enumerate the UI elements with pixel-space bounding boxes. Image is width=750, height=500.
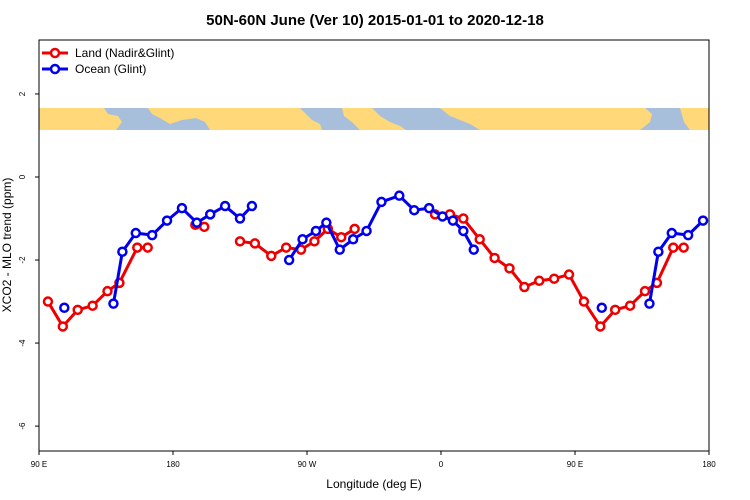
data-point-ocean: [176, 202, 188, 214]
data-point-ocean: [130, 227, 142, 239]
x-tick-label: 90 E: [31, 460, 47, 469]
data-point-land: [678, 242, 689, 253]
data-point-land: [504, 263, 515, 274]
data-point-ocean: [408, 204, 420, 216]
data-point-land: [72, 304, 83, 316]
data-point-land: [349, 223, 360, 235]
legend-marker-land: [49, 47, 61, 59]
data-point-land: [280, 242, 292, 253]
data-point-ocean: [234, 213, 246, 224]
x-tick-label: 180: [166, 460, 180, 469]
y-tick-label: 0: [18, 174, 27, 179]
map-strip-land: [39, 108, 709, 130]
data-point-ocean: [347, 234, 359, 245]
legend-marker-ocean: [49, 63, 61, 75]
series-line-land: [435, 212, 684, 328]
data-point-ocean: [468, 244, 480, 255]
data-point-land: [335, 231, 347, 243]
data-point-ocean: [458, 225, 469, 237]
y-axis-label: XCO2 - MLO trend (ppm): [0, 178, 14, 313]
legend-label-ocean: Ocean (Glint): [75, 62, 146, 76]
data-point-ocean: [447, 215, 459, 226]
data-point-land: [489, 252, 500, 264]
data-point-land: [639, 285, 651, 297]
data-point-land: [199, 221, 210, 233]
plot-frame: [38, 39, 710, 452]
data-point-ocean: [376, 196, 387, 208]
data-point-ocean: [161, 215, 173, 226]
data-point-ocean: [108, 298, 119, 309]
data-point-ocean: [361, 225, 372, 237]
data-point-land: [563, 269, 575, 280]
y-tick-label: -2: [18, 256, 27, 264]
data-point-ocean: [219, 200, 231, 212]
data-point-ocean: [283, 254, 295, 266]
data-point-land: [249, 238, 261, 249]
legend: Land (Nadir&Glint) Ocean (Glint): [42, 46, 174, 76]
data-point-ocean: [644, 298, 655, 309]
data-point-ocean: [117, 246, 128, 257]
x-tick-label: 180: [702, 460, 716, 469]
data-point-land: [609, 304, 621, 316]
data-point-land: [309, 236, 320, 247]
legend-label-land: Land (Nadir&Glint): [75, 46, 174, 60]
x-tick-label: 90 E: [567, 460, 583, 469]
data-point-ocean: [321, 217, 332, 228]
data-point-land: [668, 242, 679, 253]
data-point-land: [458, 213, 469, 224]
data-point-land: [234, 236, 246, 247]
data-point-land: [534, 275, 545, 287]
data-point-ocean: [191, 217, 203, 228]
data-point-land: [578, 296, 590, 307]
series-layer: [42, 190, 709, 332]
y-tick-label: -4: [18, 339, 27, 347]
data-point-ocean: [666, 227, 678, 239]
series-line-land: [46, 246, 148, 328]
data-point-land: [142, 242, 153, 253]
data-point-land: [42, 296, 54, 307]
data-point-land: [624, 300, 636, 311]
data-point-ocean: [310, 225, 322, 237]
data-point-ocean: [423, 202, 435, 214]
data-point-land: [102, 285, 113, 297]
x-tick-label: 0: [439, 460, 444, 469]
data-point-land: [595, 321, 606, 332]
data-point-land: [87, 300, 98, 311]
x-tick-label: 90 W: [298, 460, 317, 469]
x-axis: 90 E 180 90 W 0 90 E 180: [31, 451, 716, 469]
map-strip: [39, 108, 709, 130]
data-point-land: [132, 242, 143, 253]
data-point-ocean: [682, 229, 694, 241]
data-point-ocean: [246, 200, 258, 212]
data-point-ocean: [146, 229, 158, 241]
y-axis: 2 0 -2 -4 -6: [18, 91, 39, 430]
data-point-land: [548, 273, 560, 284]
data-point-land: [474, 234, 485, 245]
y-tick-label: -6: [18, 422, 27, 430]
data-point-ocean: [59, 302, 70, 314]
data-point-ocean: [204, 209, 216, 220]
data-point-ocean: [653, 246, 664, 257]
x-axis-label: Longitude (deg E): [326, 477, 421, 491]
data-point-ocean: [697, 215, 709, 226]
data-point-land: [519, 281, 530, 293]
data-point-land: [266, 250, 277, 262]
data-point-ocean: [437, 211, 448, 222]
data-point-land: [57, 321, 69, 332]
y-tick-label: 2: [18, 91, 27, 96]
data-point-ocean: [297, 234, 308, 245]
series-ocean: [59, 190, 709, 314]
data-point-ocean: [596, 302, 608, 314]
data-point-ocean: [394, 190, 405, 201]
data-point-ocean: [334, 244, 346, 255]
chart-title: 50N-60N June (Ver 10) 2015-01-01 to 2020…: [206, 12, 544, 29]
